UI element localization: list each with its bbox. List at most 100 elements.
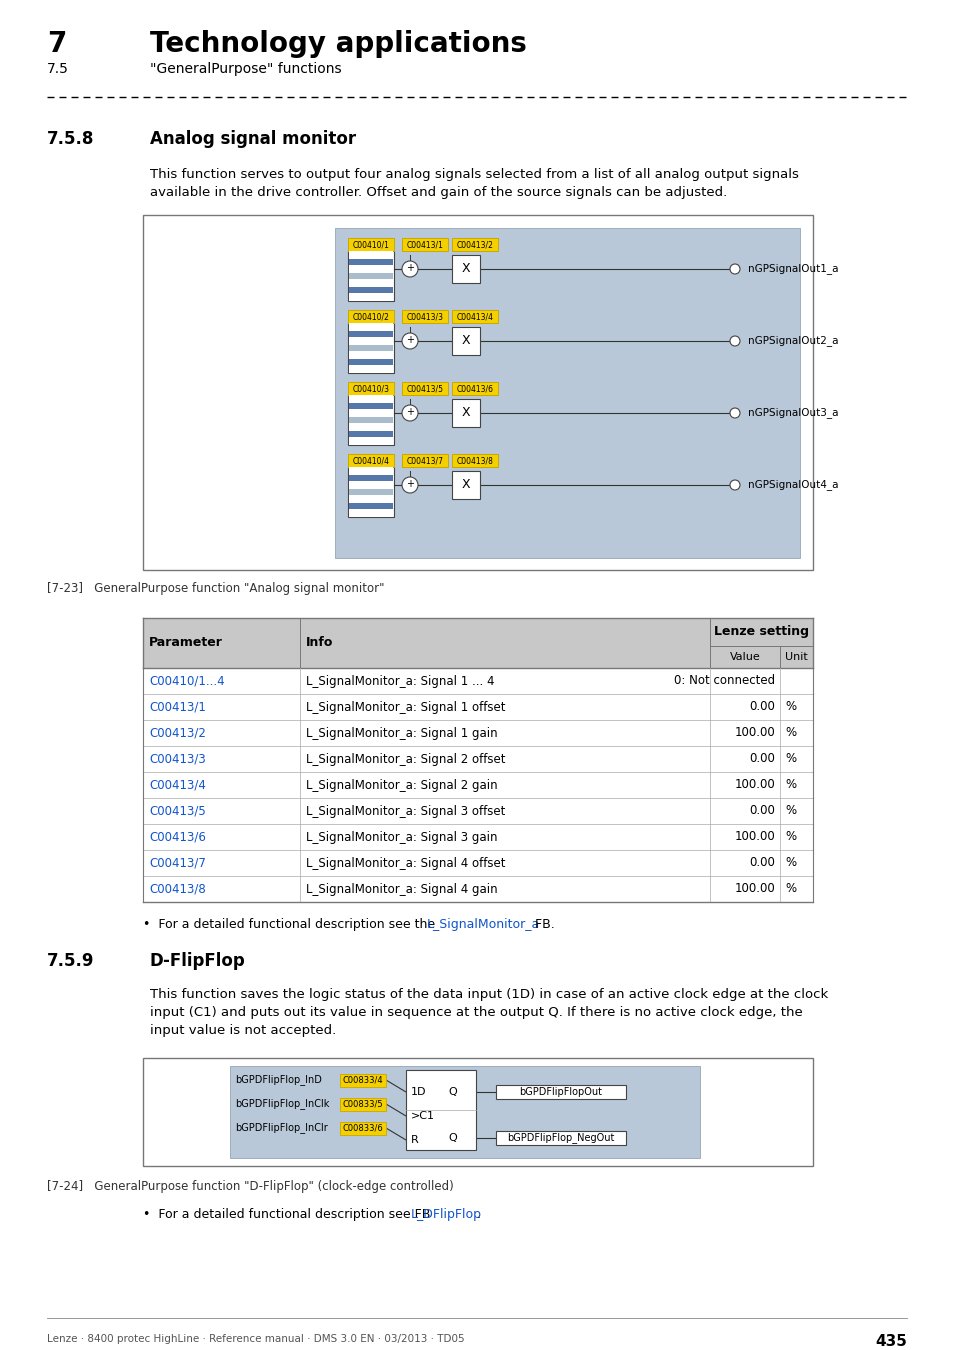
Text: 0.00: 0.00 <box>748 856 774 869</box>
Text: 0.00: 0.00 <box>748 701 774 714</box>
Text: Value: Value <box>729 652 760 662</box>
Bar <box>348 238 394 251</box>
Bar <box>401 382 448 396</box>
Circle shape <box>401 405 417 421</box>
Text: X: X <box>461 478 470 491</box>
Text: [7-23]   GeneralPurpose function "Analog signal monitor": [7-23] GeneralPurpose function "Analog s… <box>47 582 384 595</box>
Bar <box>143 772 812 798</box>
Text: 100.00: 100.00 <box>734 726 774 740</box>
Bar <box>349 346 393 351</box>
Text: 100.00: 100.00 <box>734 779 774 791</box>
Bar <box>339 1098 386 1111</box>
Text: +: + <box>406 406 414 417</box>
Text: Unit: Unit <box>784 652 807 662</box>
Text: 100.00: 100.00 <box>734 883 774 895</box>
Bar <box>335 228 800 558</box>
Bar <box>339 1122 386 1134</box>
Circle shape <box>729 481 740 490</box>
Circle shape <box>401 261 417 277</box>
Text: L_SignalMonitor_a: L_SignalMonitor_a <box>427 918 539 932</box>
Bar <box>452 382 497 396</box>
Bar <box>349 323 393 331</box>
Text: L_SignalMonitor_a: Signal 4 gain: L_SignalMonitor_a: Signal 4 gain <box>306 883 497 895</box>
Text: Lenze setting: Lenze setting <box>713 625 808 639</box>
Text: bGPDFlipFlopOut: bGPDFlipFlopOut <box>519 1087 602 1098</box>
Bar <box>452 310 497 323</box>
Text: C00413/4: C00413/4 <box>149 779 206 791</box>
Circle shape <box>729 336 740 346</box>
Text: input value is not accepted.: input value is not accepted. <box>150 1025 335 1037</box>
Bar <box>143 876 812 902</box>
Bar <box>349 504 393 509</box>
Text: This function saves the logic status of the data input (1D) in case of an active: This function saves the logic status of … <box>150 988 827 1000</box>
Circle shape <box>401 333 417 350</box>
Bar <box>349 259 393 265</box>
Bar <box>452 327 479 355</box>
Text: C00413/8: C00413/8 <box>456 456 493 464</box>
Bar <box>349 509 393 517</box>
Text: %: % <box>784 805 796 818</box>
Text: L_SignalMonitor_a: Signal 1 gain: L_SignalMonitor_a: Signal 1 gain <box>306 726 497 740</box>
Text: nGPSignalOut1_a: nGPSignalOut1_a <box>747 263 838 274</box>
Text: "GeneralPurpose" functions: "GeneralPurpose" functions <box>150 62 341 76</box>
Bar <box>452 400 479 427</box>
Text: Q: Q <box>448 1087 456 1098</box>
Text: L_SignalMonitor_a: Signal 1 ... 4: L_SignalMonitor_a: Signal 1 ... 4 <box>306 675 494 687</box>
Text: L_SignalMonitor_a: Signal 2 gain: L_SignalMonitor_a: Signal 2 gain <box>306 779 497 791</box>
Bar <box>452 471 479 500</box>
Bar <box>348 382 394 396</box>
Text: R: R <box>411 1135 418 1145</box>
Bar <box>143 618 812 668</box>
Circle shape <box>729 265 740 274</box>
Bar <box>496 1131 625 1145</box>
Text: Parameter: Parameter <box>149 636 223 649</box>
Bar <box>452 238 497 251</box>
Text: C00413/3: C00413/3 <box>406 312 443 321</box>
Bar <box>143 1058 812 1166</box>
Bar <box>349 475 393 481</box>
Bar <box>349 417 393 423</box>
Bar <box>496 1085 625 1099</box>
Bar <box>143 720 812 747</box>
Text: Info: Info <box>306 636 333 649</box>
Bar <box>349 495 393 504</box>
Bar <box>339 1073 386 1087</box>
Bar <box>349 437 393 446</box>
Text: %: % <box>784 752 796 765</box>
Text: C00410/1: C00410/1 <box>353 240 389 248</box>
Bar <box>143 215 812 570</box>
Text: %: % <box>784 726 796 740</box>
Bar <box>143 850 812 876</box>
Text: Analog signal monitor: Analog signal monitor <box>150 130 355 148</box>
Text: C00413/7: C00413/7 <box>149 856 206 869</box>
Text: Technology applications: Technology applications <box>150 30 526 58</box>
Text: •  For a detailed functional description see FB: • For a detailed functional description … <box>143 1208 434 1220</box>
Text: C00410/1...4: C00410/1...4 <box>149 675 224 687</box>
Text: 7.5: 7.5 <box>47 62 69 76</box>
Bar <box>348 323 394 373</box>
Bar <box>349 265 393 273</box>
Bar <box>401 454 448 467</box>
Bar <box>349 431 393 437</box>
Text: 7.5.9: 7.5.9 <box>47 952 94 971</box>
Bar <box>349 489 393 495</box>
Circle shape <box>401 477 417 493</box>
Text: .: . <box>476 1208 480 1220</box>
Bar <box>348 251 394 301</box>
Bar <box>349 293 393 301</box>
Text: 0.00: 0.00 <box>748 752 774 765</box>
Text: C00833/5: C00833/5 <box>342 1099 383 1108</box>
Bar <box>349 481 393 489</box>
Text: +: + <box>406 479 414 489</box>
Text: %: % <box>784 856 796 869</box>
Text: +: + <box>406 263 414 273</box>
Text: +: + <box>406 335 414 346</box>
Text: D-FlipFlop: D-FlipFlop <box>150 952 246 971</box>
Bar <box>349 423 393 431</box>
Bar <box>230 1066 700 1158</box>
Bar <box>143 798 812 823</box>
Text: FB.: FB. <box>531 918 554 932</box>
Text: 435: 435 <box>874 1334 906 1349</box>
Text: C00413/3: C00413/3 <box>149 752 206 765</box>
Text: %: % <box>784 701 796 714</box>
